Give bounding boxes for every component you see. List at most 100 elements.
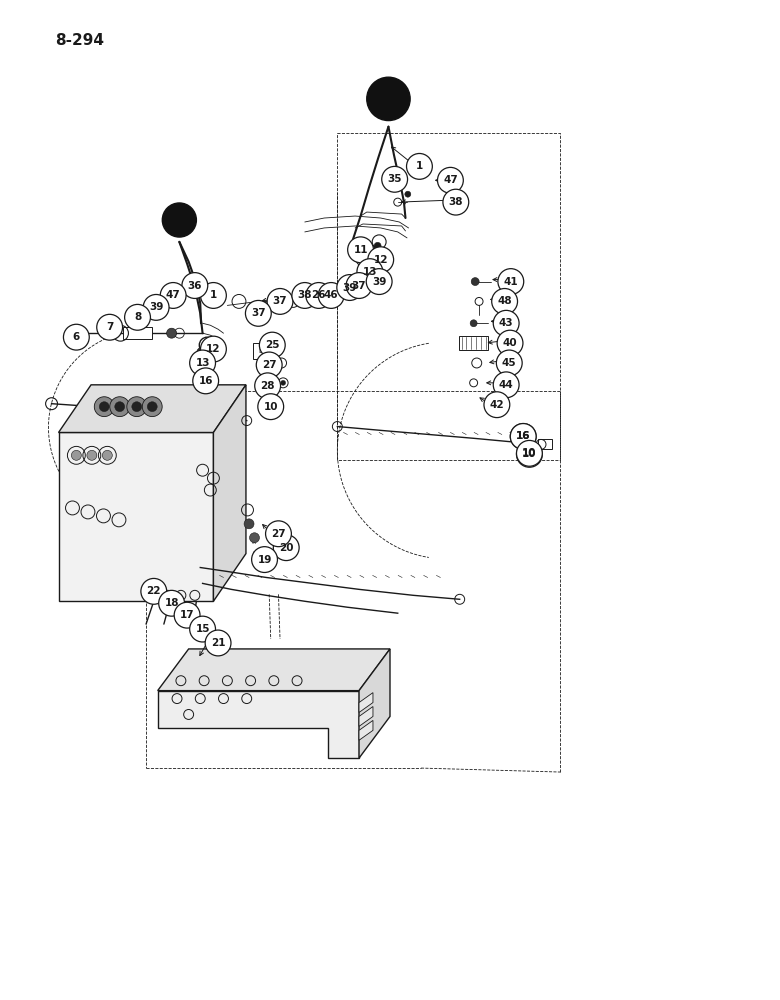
- Circle shape: [346, 273, 372, 298]
- FancyBboxPatch shape: [58, 432, 214, 601]
- Text: 44: 44: [498, 380, 513, 390]
- Circle shape: [197, 347, 208, 359]
- Circle shape: [250, 533, 260, 543]
- Circle shape: [110, 397, 129, 417]
- Text: L: L: [259, 348, 263, 354]
- Polygon shape: [359, 707, 373, 726]
- Circle shape: [491, 289, 517, 314]
- Circle shape: [265, 521, 292, 547]
- Text: 18: 18: [165, 598, 179, 608]
- Circle shape: [497, 330, 523, 356]
- Circle shape: [141, 578, 167, 604]
- FancyBboxPatch shape: [537, 439, 551, 449]
- Text: 22: 22: [147, 586, 161, 596]
- Circle shape: [510, 424, 536, 449]
- Polygon shape: [359, 720, 373, 740]
- Text: 19: 19: [257, 555, 271, 565]
- Text: 27: 27: [262, 360, 276, 370]
- Text: 20: 20: [279, 543, 293, 553]
- Circle shape: [132, 402, 142, 412]
- Circle shape: [160, 283, 186, 308]
- Text: 39: 39: [372, 277, 386, 287]
- Polygon shape: [158, 649, 390, 691]
- Text: 10: 10: [264, 402, 278, 412]
- Circle shape: [260, 332, 285, 358]
- Text: 8-294: 8-294: [55, 33, 105, 48]
- Circle shape: [496, 350, 522, 376]
- Text: 1: 1: [210, 290, 217, 300]
- FancyBboxPatch shape: [122, 327, 152, 339]
- Circle shape: [204, 342, 211, 349]
- Circle shape: [193, 368, 218, 394]
- Circle shape: [200, 283, 226, 308]
- Circle shape: [190, 350, 215, 376]
- Circle shape: [158, 590, 185, 616]
- Circle shape: [182, 273, 207, 298]
- Text: 12: 12: [206, 344, 221, 354]
- Text: 37: 37: [352, 281, 367, 291]
- Polygon shape: [58, 385, 246, 432]
- Text: 7: 7: [106, 322, 113, 332]
- Circle shape: [87, 450, 97, 460]
- Circle shape: [357, 259, 383, 285]
- Text: 21: 21: [211, 638, 225, 648]
- Circle shape: [244, 519, 254, 529]
- Circle shape: [144, 294, 169, 320]
- Text: 10: 10: [522, 449, 537, 459]
- Text: 41: 41: [504, 277, 518, 287]
- Circle shape: [246, 300, 271, 326]
- Circle shape: [125, 304, 151, 330]
- Circle shape: [484, 392, 510, 418]
- Circle shape: [97, 314, 122, 340]
- Circle shape: [147, 402, 158, 412]
- FancyBboxPatch shape: [253, 343, 277, 359]
- Polygon shape: [158, 691, 359, 758]
- Text: 13: 13: [363, 267, 377, 277]
- Circle shape: [368, 247, 394, 273]
- Text: 38: 38: [448, 197, 463, 207]
- Circle shape: [516, 440, 542, 466]
- Circle shape: [142, 397, 162, 417]
- Circle shape: [438, 167, 463, 193]
- Circle shape: [167, 328, 176, 338]
- Circle shape: [63, 324, 89, 350]
- Circle shape: [493, 310, 519, 336]
- Circle shape: [470, 320, 477, 327]
- Circle shape: [190, 616, 215, 642]
- Text: 36: 36: [187, 281, 202, 291]
- Circle shape: [115, 402, 125, 412]
- Text: 10: 10: [522, 448, 537, 458]
- Circle shape: [374, 242, 381, 249]
- Text: 15: 15: [195, 624, 210, 634]
- Circle shape: [321, 297, 328, 305]
- Text: 6: 6: [73, 332, 80, 342]
- Circle shape: [257, 352, 282, 378]
- Text: 13: 13: [195, 358, 210, 368]
- Text: 37: 37: [273, 296, 287, 306]
- Circle shape: [102, 450, 112, 460]
- Circle shape: [498, 269, 523, 294]
- Circle shape: [405, 191, 411, 197]
- Text: 38: 38: [297, 290, 312, 300]
- Text: 25: 25: [265, 340, 279, 350]
- Circle shape: [162, 203, 197, 237]
- Circle shape: [367, 269, 392, 294]
- Circle shape: [127, 397, 147, 417]
- Text: 1: 1: [416, 161, 423, 171]
- Text: 16: 16: [516, 431, 530, 441]
- Text: 39: 39: [149, 302, 163, 312]
- Circle shape: [255, 373, 281, 399]
- Polygon shape: [359, 693, 373, 712]
- Text: 46: 46: [324, 290, 339, 300]
- Circle shape: [378, 261, 384, 267]
- Text: 8: 8: [134, 312, 141, 322]
- Circle shape: [292, 283, 317, 308]
- Circle shape: [281, 380, 285, 385]
- Circle shape: [516, 441, 542, 467]
- Polygon shape: [214, 385, 246, 601]
- Circle shape: [443, 189, 469, 215]
- Text: 39: 39: [342, 283, 357, 293]
- Circle shape: [200, 336, 226, 362]
- FancyBboxPatch shape: [459, 336, 488, 350]
- Circle shape: [300, 296, 310, 306]
